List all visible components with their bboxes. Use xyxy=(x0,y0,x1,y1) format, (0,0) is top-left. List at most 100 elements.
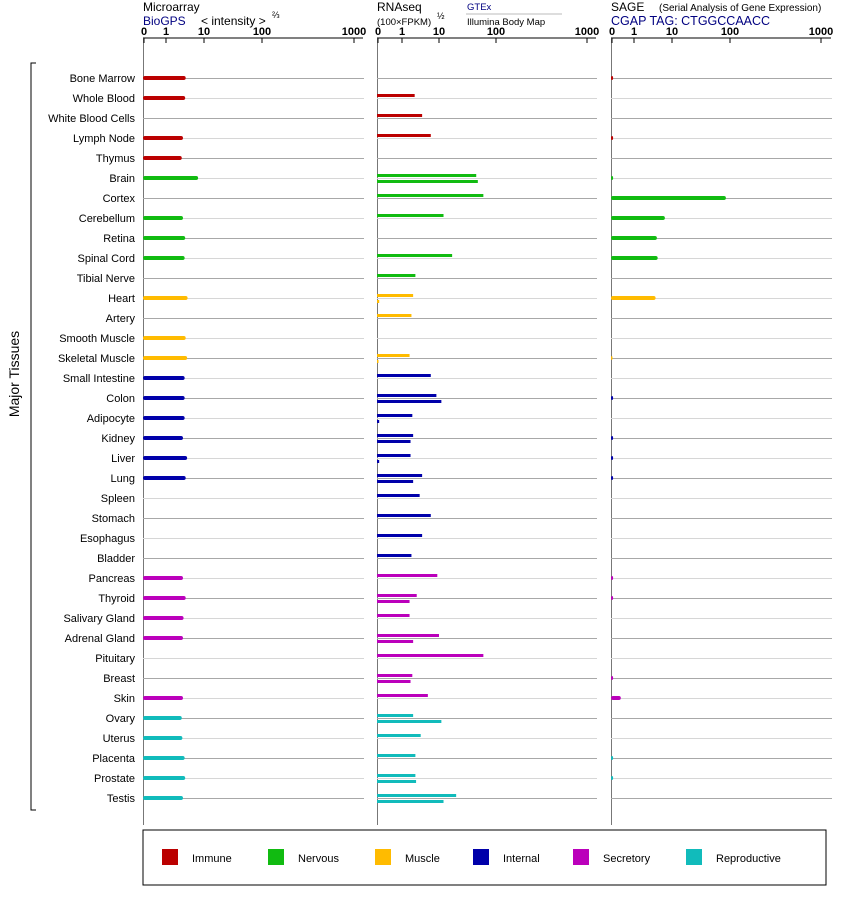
legend-label: Nervous xyxy=(298,853,339,865)
microarray-bar xyxy=(143,696,183,700)
legend-item: Nervous xyxy=(268,849,339,865)
x-tick-label: 0 xyxy=(609,26,615,38)
gtex-bar xyxy=(377,194,484,197)
illumina-bar xyxy=(377,800,444,803)
microarray-bar xyxy=(143,476,186,480)
tissue-label: Adrenal Gland xyxy=(65,633,135,645)
x-tick-label: 1 xyxy=(631,26,637,38)
tissue-label: White Blood Cells xyxy=(48,113,135,125)
microarray-bar xyxy=(143,436,183,440)
tissue-label: Artery xyxy=(106,313,136,325)
tissue-label: Esophagus xyxy=(80,533,136,545)
gtex-bar xyxy=(377,714,414,717)
microarray-bar xyxy=(143,236,186,240)
gtex-bar xyxy=(377,174,477,177)
illumina-bar xyxy=(377,780,417,783)
tissue-label: Small Intestine xyxy=(63,373,135,385)
sage-bar xyxy=(611,576,614,580)
microarray-bar xyxy=(143,796,183,800)
illumina-legend-label: Illumina Body Map xyxy=(467,17,545,28)
illumina-bar xyxy=(377,420,380,423)
tissue-label: Breast xyxy=(103,673,135,685)
illumina-bar xyxy=(377,460,380,463)
sage-bar xyxy=(611,476,614,480)
gtex-bar xyxy=(377,114,423,117)
legend-item: Secretory xyxy=(573,849,651,865)
tissue-label: Retina xyxy=(103,233,136,245)
illumina-bar xyxy=(377,300,380,303)
illumina-bar xyxy=(377,480,414,483)
rnaseq-unit: (100×FPKM) xyxy=(377,17,431,28)
legend-label: Secretory xyxy=(603,853,651,865)
illumina-bar xyxy=(377,600,410,603)
microarray-source: BioGPS xyxy=(143,14,186,28)
x-tick-label: 0 xyxy=(141,26,147,38)
tissue-label: Stomach xyxy=(92,513,135,525)
gtex-bar xyxy=(377,574,438,577)
legend-swatch xyxy=(268,849,284,865)
tissue-label: Lung xyxy=(111,473,135,485)
gtex-bar xyxy=(377,394,437,397)
legend-label: Internal xyxy=(503,853,540,865)
tissue-label: Lymph Node xyxy=(73,133,135,145)
sage-header: SAGE (Serial Analysis of Gene Expression… xyxy=(611,0,821,28)
x-tick-label: 10 xyxy=(198,26,210,38)
gtex-bar xyxy=(377,454,411,457)
x-tick-label: 1000 xyxy=(809,26,833,38)
microarray-bar xyxy=(143,736,183,740)
microarray-bar xyxy=(143,576,183,580)
microarray-bar xyxy=(143,616,184,620)
gtex-bar xyxy=(377,674,413,677)
microarray-bar xyxy=(143,256,185,260)
x-tick-label: 10 xyxy=(666,26,678,38)
tissue-label: Pancreas xyxy=(89,573,136,585)
tissue-label: Placenta xyxy=(92,753,136,765)
legend-item: Reproductive xyxy=(686,849,781,865)
sage-bar xyxy=(611,696,621,700)
microarray-bar xyxy=(143,76,186,80)
tissue-label: Kidney xyxy=(101,433,135,445)
tissue-label: Whole Blood xyxy=(73,93,135,105)
sage-bar xyxy=(611,396,614,400)
sage-bar xyxy=(611,196,726,200)
gtex-bar xyxy=(377,554,412,557)
tissue-rows: Bone Marrow Whole Blood White Blood Cells L… xyxy=(48,73,832,805)
microarray-bar xyxy=(143,356,188,360)
x-tick-label: 0 xyxy=(375,26,381,38)
legend-item: Muscle xyxy=(375,849,440,865)
tissue-label: Thyroid xyxy=(98,593,135,605)
microarray-bar xyxy=(143,136,183,140)
sage-title: SAGE xyxy=(611,0,644,14)
microarray-bar xyxy=(143,156,182,160)
x-tick-label: 1 xyxy=(163,26,169,38)
x-tick-label: 1000 xyxy=(342,26,366,38)
sage-bar xyxy=(611,776,614,780)
gtex-bar xyxy=(377,614,410,617)
tissue-label: Prostate xyxy=(94,773,135,785)
legend-label: Immune xyxy=(192,853,232,865)
microarray-bar xyxy=(143,336,186,340)
microarray-bar xyxy=(143,216,183,220)
gtex-bar xyxy=(377,134,431,137)
legend-swatch xyxy=(162,849,178,865)
axes: 0 1 10 100 1000 0 1 10 100 1000 0 1 10 100 1000 xyxy=(141,26,833,825)
gtex-bar xyxy=(377,774,416,777)
x-tick-label: 1 xyxy=(399,26,405,38)
illumina-bar xyxy=(377,680,411,683)
sage-bar xyxy=(611,676,614,680)
tissue-label: Spleen xyxy=(101,493,135,505)
gtex-bar xyxy=(377,274,416,277)
microarray-bar xyxy=(143,596,186,600)
illumina-bar xyxy=(377,180,478,183)
microarray-bar xyxy=(143,756,185,760)
tissue-label: Skin xyxy=(114,693,135,705)
x-tick-label: 1000 xyxy=(575,26,599,38)
illumina-bar xyxy=(377,720,442,723)
microarray-bar xyxy=(143,176,199,180)
legend-item: Immune xyxy=(162,849,232,865)
legend-label: Muscle xyxy=(405,853,440,865)
gtex-bar xyxy=(377,514,431,517)
microarray-bar xyxy=(143,416,185,420)
tissue-label: Pituitary xyxy=(95,653,135,665)
